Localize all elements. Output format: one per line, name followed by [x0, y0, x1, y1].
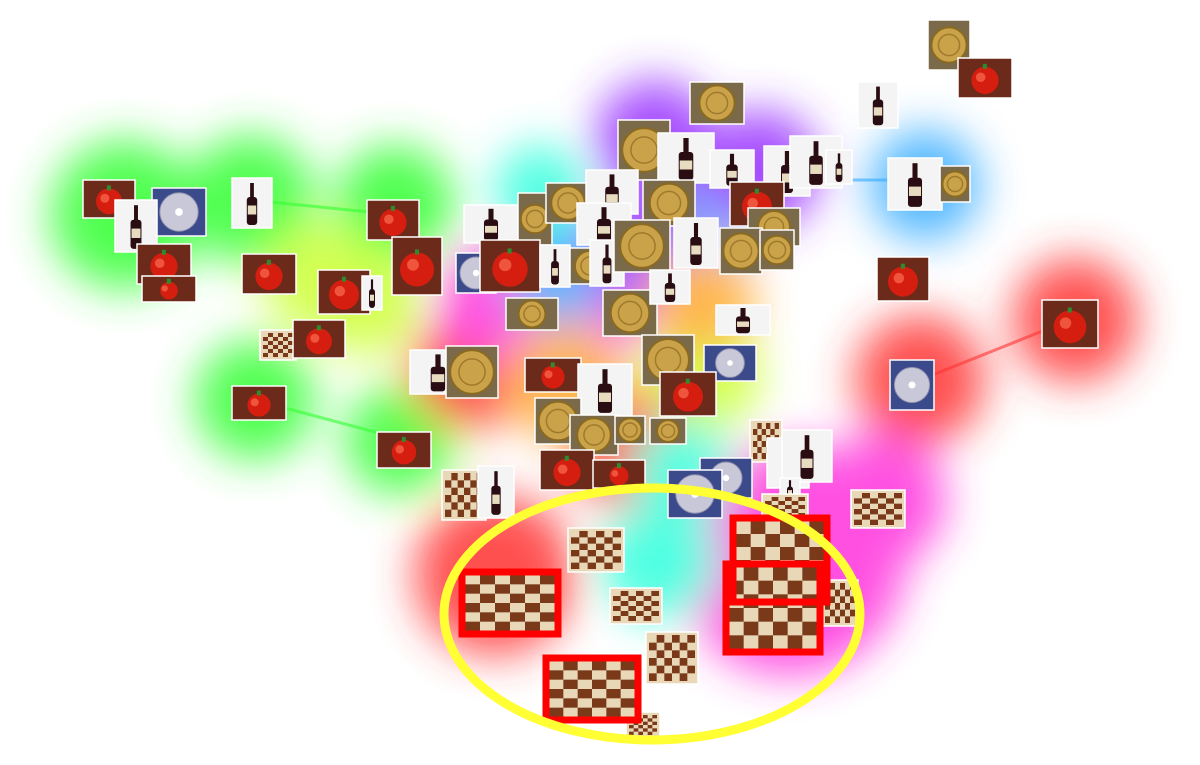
tomato-thumbnail[interactable]: [391, 236, 443, 296]
tomato-thumbnail[interactable]: [876, 256, 930, 302]
bottle-thumbnail[interactable]: [477, 465, 515, 519]
tomato-thumbnail[interactable]: [376, 431, 432, 469]
tomato-thumbnail[interactable]: [292, 319, 346, 359]
chess-thumbnail[interactable]: [461, 571, 559, 635]
bottle-thumbnail[interactable]: [539, 244, 571, 288]
coin-thumbnail[interactable]: [649, 417, 687, 445]
coin-thumbnail[interactable]: [445, 345, 499, 399]
tomato-thumbnail[interactable]: [1041, 299, 1099, 349]
chess-thumbnail[interactable]: [259, 329, 297, 361]
coin-thumbnail[interactable]: [602, 289, 658, 337]
bottle-thumbnail[interactable]: [887, 157, 943, 211]
bottle-thumbnail[interactable]: [649, 269, 691, 305]
tomato-thumbnail[interactable]: [241, 253, 297, 295]
tomato-thumbnail[interactable]: [479, 239, 541, 293]
chess-thumbnail[interactable]: [609, 587, 663, 625]
bottle-thumbnail[interactable]: [463, 204, 519, 244]
bottle-thumbnail[interactable]: [577, 363, 633, 417]
tomato-thumbnail[interactable]: [82, 179, 136, 219]
disc-thumbnail[interactable]: [889, 359, 935, 411]
coin-thumbnail[interactable]: [614, 415, 646, 445]
coin-thumbnail[interactable]: [569, 414, 619, 456]
chess-thumbnail[interactable]: [645, 631, 699, 685]
chess-thumbnail[interactable]: [725, 563, 821, 653]
coin-thumbnail[interactable]: [613, 219, 671, 273]
bottle-thumbnail[interactable]: [657, 132, 715, 184]
coin-thumbnail[interactable]: [939, 165, 971, 203]
bottle-thumbnail[interactable]: [231, 177, 273, 229]
selection-lasso[interactable]: [439, 483, 865, 745]
chess-thumbnail[interactable]: [850, 489, 906, 529]
tomato-thumbnail[interactable]: [366, 199, 420, 241]
tomato-thumbnail[interactable]: [659, 371, 717, 417]
tomato-thumbnail[interactable]: [592, 459, 646, 489]
coin-thumbnail[interactable]: [719, 227, 763, 275]
coin-thumbnail[interactable]: [689, 81, 745, 125]
chess-thumbnail[interactable]: [545, 657, 639, 721]
bottle-thumbnail[interactable]: [857, 81, 899, 129]
chess-thumbnail[interactable]: [567, 527, 625, 573]
tomato-thumbnail[interactable]: [957, 57, 1013, 99]
bottle-thumbnail[interactable]: [781, 429, 833, 483]
bottle-thumbnail[interactable]: [825, 149, 853, 185]
tomato-thumbnail[interactable]: [141, 275, 197, 303]
disc-thumbnail[interactable]: [151, 187, 207, 237]
coin-thumbnail[interactable]: [759, 229, 795, 271]
tomato-thumbnail[interactable]: [231, 385, 287, 421]
bottle-thumbnail[interactable]: [361, 275, 383, 311]
coin-thumbnail[interactable]: [505, 297, 559, 331]
tomato-thumbnail[interactable]: [524, 357, 582, 393]
tomato-thumbnail[interactable]: [539, 449, 595, 491]
bottle-thumbnail[interactable]: [673, 217, 719, 269]
bottle-thumbnail[interactable]: [715, 304, 771, 336]
